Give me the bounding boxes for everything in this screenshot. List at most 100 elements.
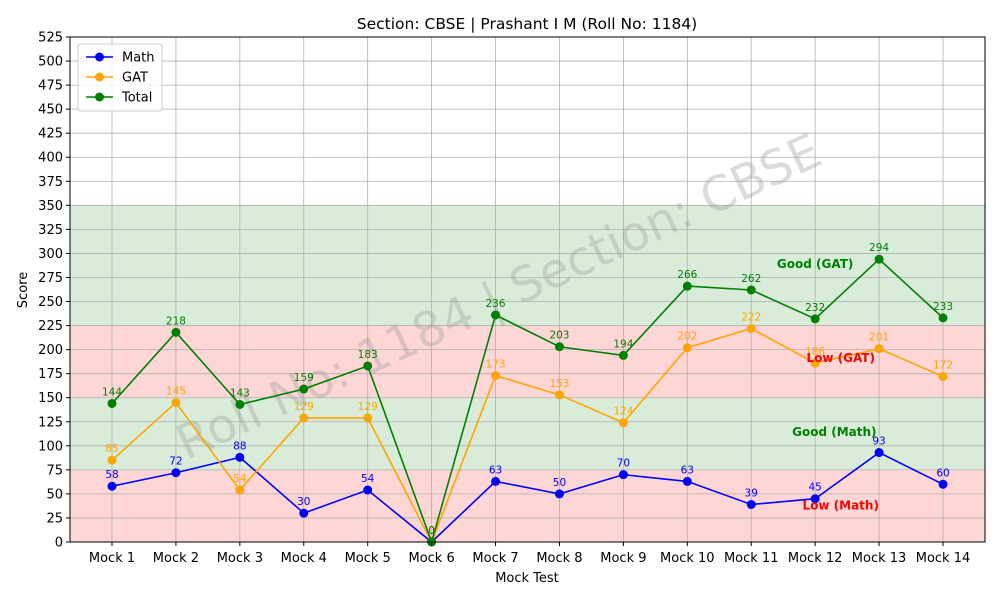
data-point-math [874,448,884,458]
x-tick-label: Mock 4 [281,551,327,566]
data-label-total: 266 [677,269,697,281]
data-label-gat: 222 [741,311,761,323]
data-label-math: 45 [808,482,821,494]
data-label-gat: 202 [677,331,697,343]
data-label-gat: 54 [233,473,247,485]
series-math: 58 72 88 30 54 0 63 50 70 63 39 45 93 60 [105,436,950,547]
x-tick-label: Mock 7 [472,551,518,566]
x-tick-label: Mock 1 [89,551,135,566]
band-layer [70,205,985,542]
data-point-total [363,361,373,371]
data-point-math [682,476,692,486]
y-tick-label: 350 [38,199,63,214]
data-point-gat [299,413,309,423]
data-label-total: 194 [613,338,633,350]
y-tick-label: 150 [38,391,63,406]
y-tick-label: 250 [38,295,63,310]
data-label-gat: 0 [428,525,435,537]
x-tick-label: Mock 14 [916,551,971,566]
data-point-gat [235,485,245,495]
x-tick-label: Mock 6 [408,551,454,566]
plot-frame [69,36,986,543]
data-label-total: 262 [741,273,761,285]
legend-label-math: Math [122,51,155,66]
y-axis-title: Score [16,272,31,308]
data-label-gat: 129 [358,401,378,413]
data-point-gat [554,390,564,400]
data-label-math: 72 [169,456,182,468]
data-label-math: 63 [681,464,694,476]
x-axis-title: Mock Test [495,571,559,586]
y-tick-label: 200 [38,343,63,358]
data-label-math: 63 [489,464,502,476]
y-tick-label: 100 [38,439,63,454]
data-label-gat: 173 [486,359,506,371]
data-point-total [107,398,117,408]
legend-label-gat: GAT [122,71,148,86]
data-point-total [810,314,820,324]
data-point-total [171,327,181,337]
data-point-gat [107,455,117,465]
data-point-total [618,350,628,360]
legend-marker-math [95,52,104,62]
data-point-math [746,499,756,509]
y-tick-label: 400 [38,151,63,166]
band-annotation: Low (GAT) [806,351,875,365]
legend: Math GAT Total [77,43,163,112]
data-point-math [554,489,564,499]
y-tick-label: 325 [38,223,63,238]
score-band [70,397,985,470]
series-line-gat [111,327,944,544]
data-point-total [299,384,309,394]
y-tick-label: 25 [46,511,63,526]
y-tick-label: 450 [38,103,63,118]
data-label-total: 233 [933,301,953,313]
data-label-total: 236 [486,298,506,310]
data-point-math [618,470,628,480]
data-label-total: 183 [358,349,378,361]
legend-label-total: Total [121,91,152,106]
data-point-total [235,399,245,409]
chart-title: Section: CBSE | Prashant I M (Roll No: 1… [357,15,697,33]
data-label-gat: 186 [805,346,825,358]
data-label-math: 58 [105,469,118,481]
x-axis-ticks: Mock 1 Mock 2 Mock 3 Mock 4 Mock 5 Mock 6 Mock… [89,542,970,566]
legend-marker-gat [95,72,104,82]
data-label-math: 50 [553,477,566,489]
x-tick-label: Mock 13 [852,551,907,566]
data-label-math: 54 [361,473,375,485]
data-point-total [938,313,948,323]
x-tick-label: Mock 10 [660,551,715,566]
y-tick-label: 275 [38,271,63,286]
score-band [70,469,985,542]
y-tick-label: 125 [38,415,63,430]
y-tick-label: 175 [38,367,63,382]
data-label-total: 0 [428,525,435,537]
data-label-total: 144 [102,386,122,398]
y-tick-label: 375 [38,175,63,190]
series-total: 144 218 143 159 183 0 236 203 194 266 262 232 294 233 [102,242,953,547]
data-label-total: 294 [869,242,889,254]
y-tick-label: 0 [55,536,63,551]
data-point-math [107,481,117,491]
data-label-total: 143 [230,387,250,399]
data-label-math: 39 [745,487,758,499]
x-tick-label: Mock 2 [153,551,199,566]
band-annotation: Good (GAT) [777,257,853,271]
band-annotation: Low (Math) [802,498,878,512]
y-axis-ticks: 0 25 50 75 100 125 150 175 200 225 250 275 300 325 350… [38,31,70,551]
series-line-total [111,258,944,545]
data-label-math: 93 [872,436,885,448]
x-tick-label: Mock 3 [217,551,263,566]
score-band [70,205,985,326]
x-tick-label: Mock 11 [724,551,779,566]
data-point-gat [682,343,692,353]
data-point-math [171,468,181,478]
data-point-gat [491,371,501,381]
data-point-gat [746,323,756,333]
data-point-total [746,285,756,295]
data-label-gat: 145 [166,386,186,398]
data-point-math [810,494,820,504]
data-point-math [363,485,373,495]
